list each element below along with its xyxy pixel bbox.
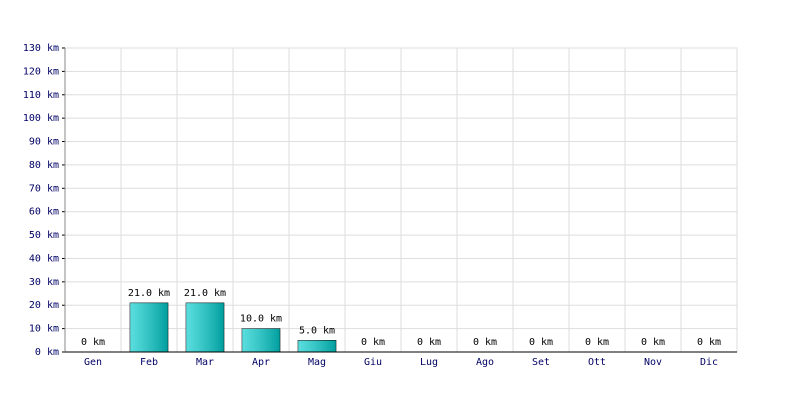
bar-shade [130,302,168,352]
x-tick-label: Nov [644,357,662,368]
x-tick-label: Gen [84,357,102,368]
value-label: 0 km [417,337,441,348]
value-label: 0 km [529,337,553,348]
value-label: 21.0 km [128,288,170,299]
bar-shade [242,328,280,352]
x-tick-label: Feb [140,357,158,368]
y-tick-label: 30 km [29,277,59,288]
value-label: 0 km [81,337,105,348]
value-label: 0 km [641,337,665,348]
bar-shade [186,302,224,352]
value-label: 0 km [697,337,721,348]
y-tick-label: 100 km [23,113,59,124]
value-label: 0 km [361,337,385,348]
x-tick-label: Set [532,357,550,368]
y-tick-label: 0 km [35,347,59,358]
bar-shade [298,340,336,352]
y-tick-label: 90 km [29,137,59,148]
value-label: 21.0 km [184,288,226,299]
y-tick-label: 130 km [23,43,59,54]
value-label: 0 km [585,337,609,348]
y-tick-label: 50 km [29,230,59,241]
y-tick-label: 80 km [29,160,59,171]
x-tick-label: Dic [700,357,718,368]
y-tick-label: 10 km [29,324,59,335]
y-tick-label: 20 km [29,300,59,311]
x-tick-label: Giu [364,357,382,368]
x-tick-label: Ott [588,357,606,368]
value-label: 10.0 km [240,314,282,325]
y-tick-label: 70 km [29,183,59,194]
x-tick-label: Mag [308,357,326,368]
x-tick-label: Mar [196,357,214,368]
x-tick-label: Lug [420,357,438,368]
y-tick-label: 60 km [29,207,59,218]
x-tick-label: Ago [476,357,494,368]
y-tick-label: 40 km [29,253,59,264]
value-label: 5.0 km [299,325,335,336]
value-label: 0 km [473,337,497,348]
x-tick-label: Apr [252,357,270,368]
y-tick-label: 120 km [23,66,59,77]
y-tick-label: 110 km [23,90,59,101]
